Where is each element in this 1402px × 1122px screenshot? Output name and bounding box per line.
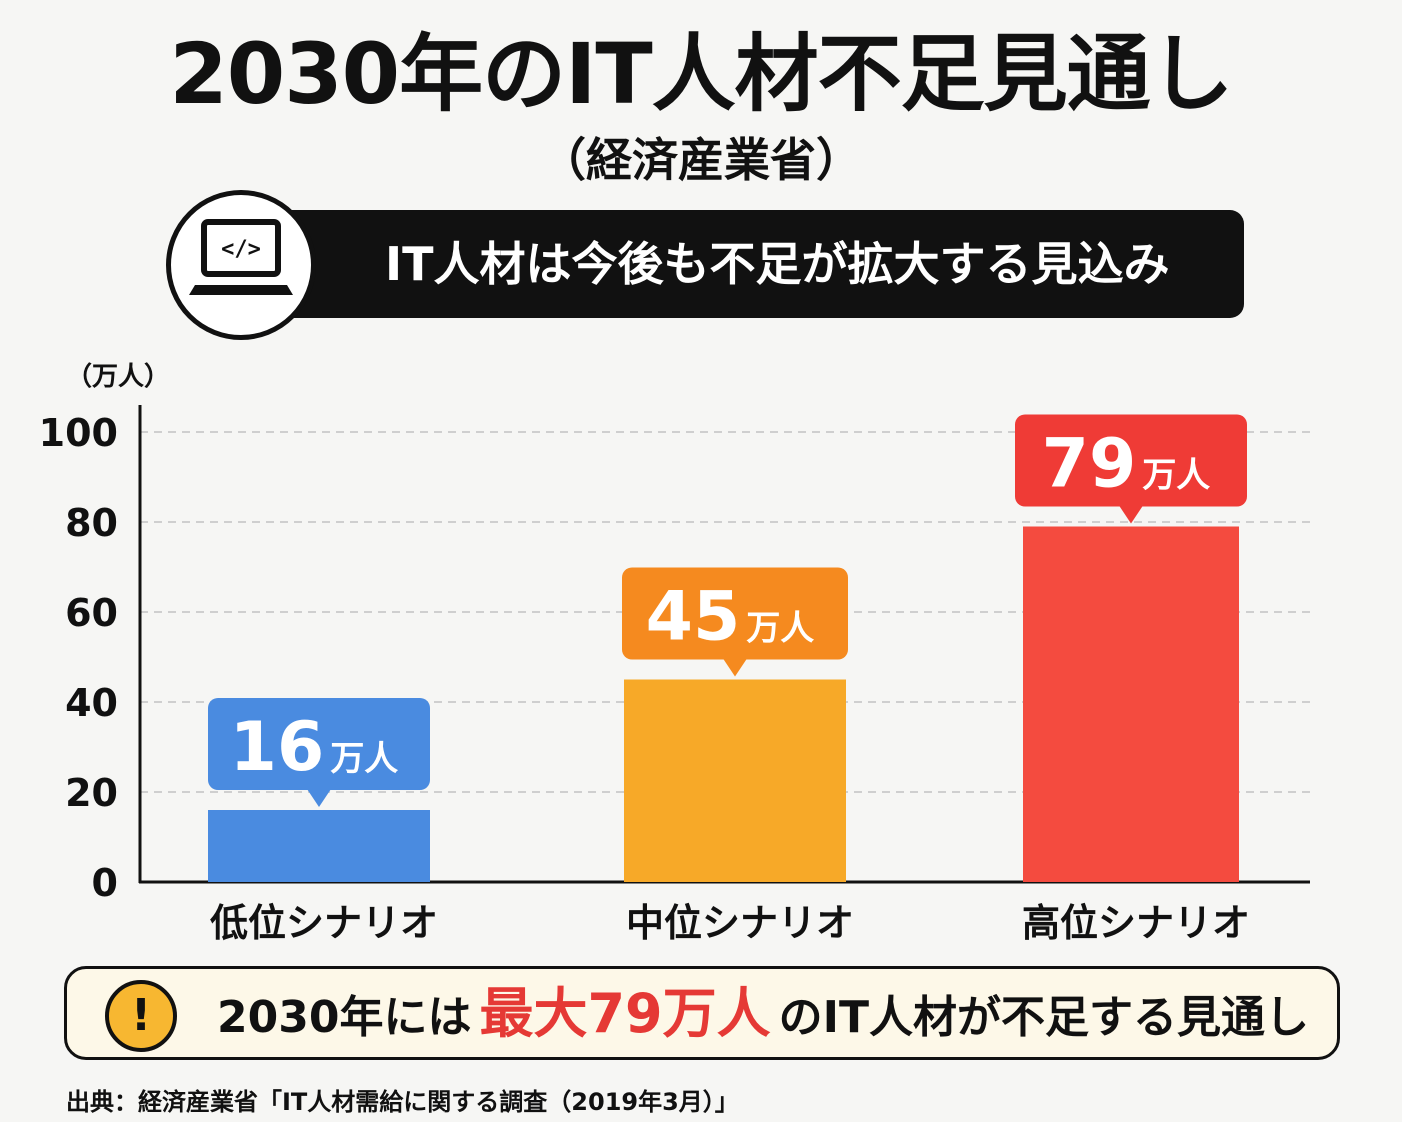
y-tick-label: 60 (65, 591, 118, 635)
headline-banner: IT人材は今後も不足が拡大する見込み (240, 210, 1244, 318)
data-label-box (622, 567, 848, 660)
data-label-number: 45 (646, 578, 741, 657)
bar (624, 679, 846, 882)
callout-text: 2030年には 最大79万人 のIT人材が不足する見通し (217, 969, 1309, 1059)
y-axis-unit: （万人） (66, 362, 171, 392)
data-label-box (1015, 414, 1247, 507)
x-tick-label: 低位シナリオ (210, 901, 438, 945)
source-note: 出典：経済産業省「IT人材需給に関する調査（2019年3月）」 (66, 1088, 739, 1116)
x-tick-label: 高位シナリオ (1022, 901, 1250, 945)
y-tick-label: 80 (65, 501, 118, 545)
bar (208, 810, 430, 882)
laptop-code-icon: </> (166, 190, 316, 340)
data-label-pointer (1119, 505, 1143, 524)
y-tick-label: 40 (65, 681, 118, 725)
code-glyph: </> (221, 237, 261, 262)
y-tick-label: 0 (92, 861, 118, 905)
data-label: 79 万人 (1042, 425, 1211, 504)
data-label: 16 万人 (230, 708, 399, 787)
callout-highlight: 最大79万人 (479, 982, 771, 1045)
callout-prefix: 2030年には (217, 992, 472, 1043)
data-label-pointer (307, 789, 331, 807)
exclamation-icon: ! (105, 980, 177, 1052)
data-label-number: 79 (1042, 425, 1137, 504)
callout-suffix: のIT人材が不足する見通し (778, 992, 1310, 1043)
data-label-unit: 万人 (330, 739, 398, 779)
y-tick-label: 20 (65, 771, 118, 815)
page-subtitle: （経済産業省） (540, 133, 862, 187)
page-title: 2030年のIT人材不足見通し (169, 25, 1233, 123)
data-label-unit: 万人 (1142, 456, 1210, 496)
x-tick-label: 中位シナリオ (626, 901, 854, 945)
banner-text: IT人材は今後も不足が拡大する見込み (385, 237, 1170, 291)
data-label: 45 万人 (646, 578, 815, 657)
data-label-pointer (723, 658, 747, 677)
data-label-number: 16 (230, 708, 325, 787)
y-tick-label: 100 (39, 411, 118, 455)
bar (1023, 526, 1239, 882)
data-label-box (208, 698, 430, 790)
data-label-unit: 万人 (746, 609, 814, 649)
conclusion-callout: ! 2030年には 最大79万人 のIT人材が不足する見通し (64, 966, 1340, 1060)
